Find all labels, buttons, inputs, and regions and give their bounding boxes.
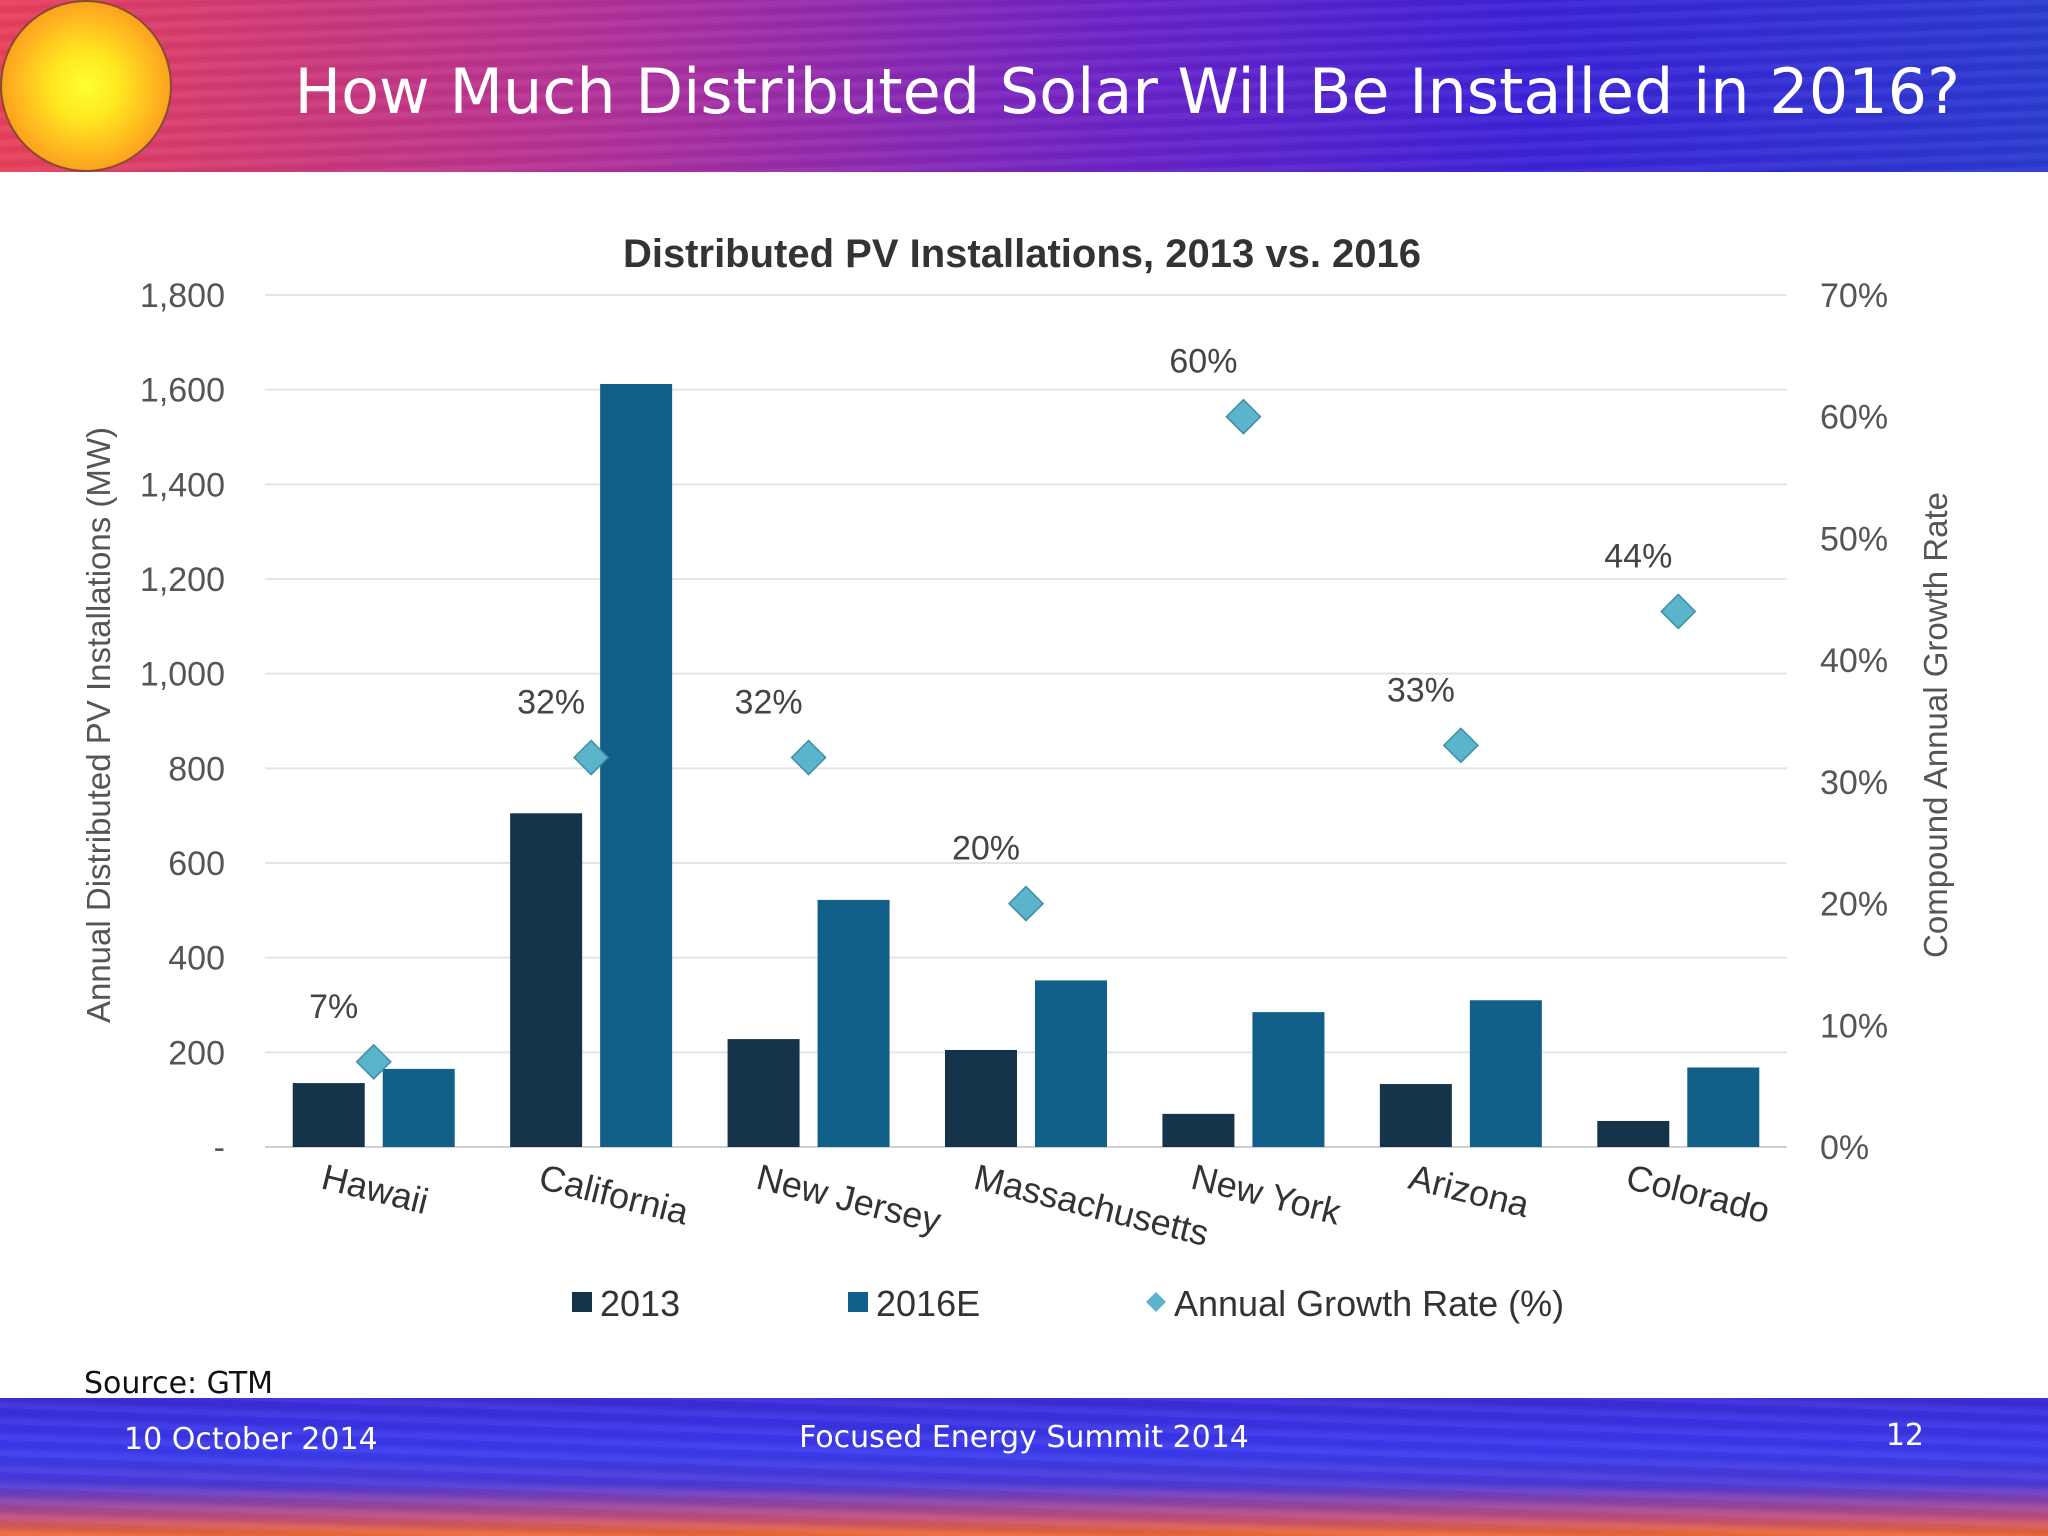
y-tick-label: 800 <box>168 750 225 788</box>
y2-tick-label: 50% <box>1820 520 1888 558</box>
growth-data-label: 33% <box>1387 671 1455 709</box>
y-axis-label: Annual Distributed PV Installations (MW) <box>80 427 117 1023</box>
y2-axis-ticks: 0% 10% 20% 30% 40% 50% 60% 70% <box>1820 277 1888 1167</box>
y2-tick-label: 70% <box>1820 277 1888 315</box>
y-tick-label: 200 <box>168 1034 225 1072</box>
growth-marker <box>1225 398 1262 435</box>
x-tick-label: California <box>535 1156 693 1233</box>
footer-date: 10 October 2014 <box>124 1422 378 1457</box>
legend-label: Annual Growth Rate (%) <box>1174 1283 1564 1324</box>
bar-2016e <box>1035 980 1107 1147</box>
footer-event: Focused Energy Summit 2014 <box>799 1420 1249 1455</box>
bar-2016e <box>1687 1067 1760 1147</box>
legend-swatch <box>1146 1292 1166 1312</box>
sun-logo <box>0 0 172 172</box>
x-axis-labels: Hawaii California New Jersey MassachusettsN… <box>318 1156 1774 1254</box>
chart: Distributed PV Installations, 2013 vs. 2… <box>80 232 1954 1324</box>
header-texture <box>0 0 2048 172</box>
y2-tick-label: 60% <box>1820 399 1888 437</box>
growth-marker <box>1660 593 1697 630</box>
growth-data-label: 32% <box>735 684 803 722</box>
y2-tick-label: 0% <box>1820 1129 1869 1167</box>
bars <box>292 383 1760 1147</box>
legend-label: 2013 <box>600 1283 680 1324</box>
x-tick-label: Massachusetts <box>970 1156 1213 1254</box>
y2-tick-label: 40% <box>1820 642 1888 680</box>
bar-2013 <box>1162 1113 1235 1147</box>
growth-data-label: 7% <box>309 988 358 1026</box>
growth-marker <box>1007 885 1045 922</box>
x-tick-label: Hawaii <box>318 1156 433 1222</box>
bar-2013 <box>945 1049 1017 1147</box>
growth-marker <box>355 1043 392 1080</box>
gridlines <box>265 294 1787 1148</box>
x-tick-label: Colorado <box>1622 1156 1774 1231</box>
y-axis-ticks: - 200 400 600 800 1,000 1,200 1,400 1,600 1,800 <box>140 277 225 1167</box>
x-tick-label: Arizona <box>1405 1156 1534 1226</box>
growth-data-label: 20% <box>952 830 1020 868</box>
growth-marker <box>1442 727 1479 764</box>
growth-data-label: 60% <box>1169 343 1237 381</box>
y-tick-label: 600 <box>168 845 225 883</box>
legend-label: 2016E <box>876 1283 980 1324</box>
bar-2013 <box>727 1039 800 1147</box>
bar-2013 <box>1597 1120 1670 1147</box>
bar-2013 <box>1379 1084 1452 1147</box>
bar-2013 <box>292 1083 365 1147</box>
y-tick-label: - <box>214 1129 225 1167</box>
y2-tick-label: 30% <box>1820 764 1888 802</box>
bar-2016e <box>1469 1000 1542 1147</box>
bar-2016e <box>600 383 673 1147</box>
footer-texture <box>0 1398 2048 1536</box>
chart-title: Distributed PV Installations, 2013 vs. 2… <box>623 232 1421 276</box>
growth-markers: 7% 32% 32% 20% 60% 33% 44% <box>309 343 1697 1080</box>
source-note: Source: GTM <box>84 1366 274 1401</box>
y-tick-label: 1,800 <box>140 277 225 315</box>
bar-2016e <box>817 899 890 1147</box>
growth-data-label: 32% <box>517 684 585 722</box>
legend: 2013 2016E Annual Growth Rate (%) <box>572 1283 1564 1324</box>
page-number: 12 <box>1885 1418 1924 1453</box>
y-tick-label: 400 <box>168 940 225 978</box>
y-tick-label: 1,400 <box>140 466 225 504</box>
bar-2016e <box>382 1068 455 1147</box>
bar-2013 <box>510 813 583 1147</box>
y-tick-label: 1,200 <box>140 561 225 599</box>
bar-2016e <box>1252 1012 1325 1147</box>
y-tick-label: 1,000 <box>140 656 225 694</box>
x-tick-label: New York <box>1187 1156 1345 1233</box>
growth-marker <box>790 739 827 776</box>
legend-swatch <box>572 1292 592 1312</box>
x-tick-label: New Jersey <box>753 1156 945 1241</box>
growth-marker <box>573 739 610 776</box>
y-tick-label: 1,600 <box>140 372 225 410</box>
y2-tick-label: 10% <box>1820 1007 1888 1045</box>
legend-swatch <box>848 1292 868 1312</box>
y2-tick-label: 20% <box>1820 886 1888 924</box>
growth-data-label: 44% <box>1604 537 1672 575</box>
y2-axis-label: Compound Annual Growth Rate <box>1917 492 1954 958</box>
footer-band <box>0 1398 2048 1536</box>
header-band <box>0 0 2048 172</box>
slide-title: How Much Distributed Solar Will Be Insta… <box>294 55 1961 128</box>
